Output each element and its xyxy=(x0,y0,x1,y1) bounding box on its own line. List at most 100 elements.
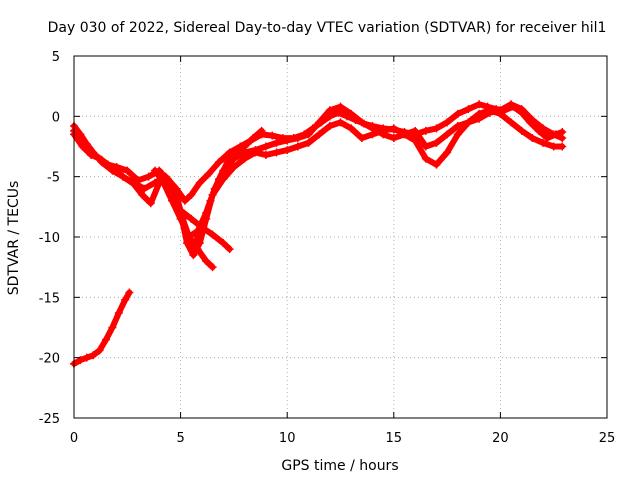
data-point xyxy=(182,239,191,248)
data-point xyxy=(176,214,185,223)
data-point xyxy=(421,142,430,151)
data-point xyxy=(223,158,232,167)
data-point xyxy=(185,233,194,241)
series-track-7 xyxy=(189,126,266,254)
data-point xyxy=(421,154,430,163)
x-axis-title: GPS time / hours xyxy=(281,458,398,474)
data-point xyxy=(240,154,249,163)
data-point xyxy=(261,150,270,159)
data-point xyxy=(133,176,142,185)
data-point xyxy=(357,134,366,143)
plot-frame xyxy=(73,55,608,419)
data-point xyxy=(159,178,168,187)
data-point xyxy=(108,323,117,332)
data-point xyxy=(336,118,345,127)
data-point xyxy=(539,138,548,147)
data-point xyxy=(89,351,98,360)
data-point xyxy=(475,109,484,118)
data-point xyxy=(208,230,217,239)
data-point xyxy=(304,130,313,139)
data-point xyxy=(283,136,292,145)
data-point xyxy=(119,172,128,181)
data-point xyxy=(121,295,130,304)
data-point xyxy=(325,121,334,130)
x-tick-label: 25 xyxy=(599,431,616,446)
y-tick-label: -10 xyxy=(39,231,60,246)
data-point xyxy=(87,150,96,159)
data-point xyxy=(78,142,87,151)
x-tick-label: 5 xyxy=(176,431,184,446)
x-tick-label: 10 xyxy=(279,431,296,446)
data-point xyxy=(180,196,189,205)
data-point xyxy=(257,126,266,135)
data-point xyxy=(528,115,537,124)
y-tick-label: 5 xyxy=(52,50,60,65)
data-point xyxy=(528,134,537,143)
data-point xyxy=(453,130,462,139)
data-point xyxy=(357,118,366,127)
data-point xyxy=(202,257,211,266)
x-tick-label: 15 xyxy=(386,431,403,446)
data-point xyxy=(168,196,177,205)
data-point xyxy=(204,170,213,179)
data-point xyxy=(293,134,302,143)
data-point xyxy=(187,214,196,223)
data-point xyxy=(138,190,147,199)
data-point xyxy=(304,138,313,147)
series-track-6 xyxy=(151,166,217,272)
data-point xyxy=(347,109,356,118)
series-track-4 xyxy=(70,106,567,260)
data-point xyxy=(315,130,324,139)
data-point xyxy=(421,126,430,135)
data-point xyxy=(187,190,196,199)
y-tick-label: -15 xyxy=(39,291,60,306)
data-point xyxy=(389,124,398,133)
data-point xyxy=(411,136,420,145)
y-tick-label: -5 xyxy=(47,171,60,186)
axes: 0 5 10 15 20 25 5 0 -5 -10 -15 -20 -25 xyxy=(39,50,616,446)
data-point xyxy=(432,160,441,169)
data-point xyxy=(464,118,473,127)
data-point xyxy=(389,134,398,143)
data-point xyxy=(443,118,452,127)
data-point xyxy=(95,154,104,163)
data-point xyxy=(293,142,302,151)
data-point xyxy=(140,184,149,193)
data-point xyxy=(315,118,324,127)
data-point xyxy=(496,109,505,118)
series-line xyxy=(71,101,566,204)
data-point xyxy=(261,142,270,151)
data-point xyxy=(123,166,132,175)
series-track-3 xyxy=(70,100,567,241)
data-point xyxy=(507,118,516,127)
series-line xyxy=(71,101,566,240)
data-point xyxy=(214,158,223,167)
x-tick-label: 20 xyxy=(492,431,509,446)
chart-title: Day 030 of 2022, Sidereal Day-to-day VTE… xyxy=(48,20,607,36)
data-point xyxy=(146,199,155,208)
data-point xyxy=(464,105,473,114)
data-point xyxy=(400,130,409,139)
data-point xyxy=(151,166,160,175)
data-point xyxy=(76,356,85,365)
data-point xyxy=(443,148,452,157)
data-point xyxy=(101,335,110,344)
data-point xyxy=(539,124,548,133)
data-point xyxy=(268,131,277,140)
data-point xyxy=(453,121,462,130)
data-point xyxy=(336,102,345,111)
data-point xyxy=(114,309,123,318)
y-tick-label: 0 xyxy=(52,110,60,125)
data-point xyxy=(475,100,484,109)
data-point xyxy=(189,245,198,254)
data-point xyxy=(507,100,516,109)
data-point xyxy=(432,138,441,147)
data-point xyxy=(272,138,281,147)
data-point xyxy=(229,163,238,172)
data-point xyxy=(112,163,121,172)
data-point xyxy=(517,105,526,114)
data-point xyxy=(379,126,388,135)
data-point xyxy=(144,172,153,181)
data-point xyxy=(195,178,204,187)
